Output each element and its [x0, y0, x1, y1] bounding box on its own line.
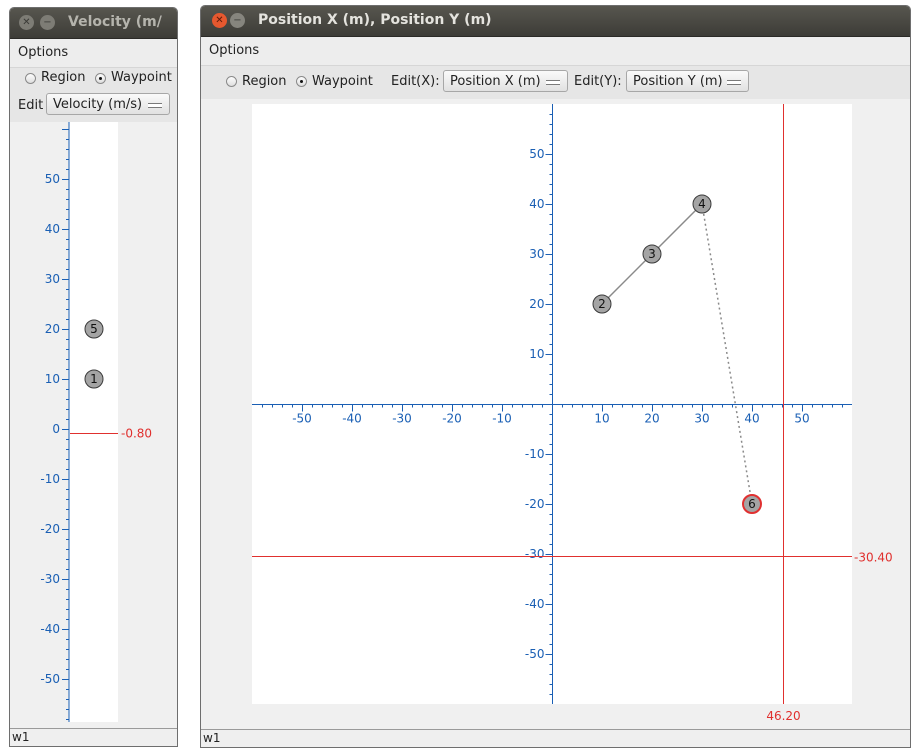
edit-field-value: Velocity (m/s) [53, 97, 143, 112]
status-text: w1 [203, 731, 221, 745]
close-icon[interactable]: ✕ [19, 15, 34, 30]
region-radio[interactable] [25, 73, 36, 84]
waypoint-label: 1 [90, 372, 98, 386]
cursor-y-label: -0.80 [121, 427, 152, 441]
waypoint-radio[interactable] [296, 76, 307, 87]
x-tick-label: -50 [292, 412, 312, 426]
waypoint-label: 6 [748, 497, 756, 511]
edit-x-value: Position X (m) [450, 74, 541, 89]
waypoint-label: 4 [698, 197, 706, 211]
x-tick-label: 10 [594, 412, 609, 426]
region-radio-label[interactable]: Region [242, 74, 287, 89]
velocity-toolbar: Region Waypoint Edit Velocity (m/s) [10, 68, 177, 122]
x-tick-label: -20 [442, 412, 462, 426]
close-icon[interactable]: ✕ [212, 13, 227, 28]
velocity-titlebar[interactable]: ✕ − Velocity (m/ [10, 8, 177, 39]
edit-field-dropdown[interactable]: Velocity (m/s) [46, 93, 170, 115]
y-tick-label: 40 [45, 222, 60, 236]
x-tick-label: 20 [644, 412, 659, 426]
plot-area [69, 122, 118, 722]
y-tick-label: -10 [40, 472, 60, 486]
waypoint-pending-segment [701, 203, 753, 505]
region-radio[interactable] [226, 76, 237, 87]
y-tick-label: -50 [525, 647, 545, 661]
minimize-icon[interactable]: − [230, 13, 245, 28]
minimize-icon[interactable]: − [40, 15, 55, 30]
edit-y-dropdown[interactable]: Position Y (m) [626, 70, 749, 92]
waypoint-3[interactable] [642, 244, 662, 264]
menubar: Options [201, 37, 910, 66]
waypoint-2[interactable] [592, 294, 612, 314]
status-bar: w1 [201, 729, 910, 747]
y-tick-label: 40 [529, 197, 544, 211]
region-radio-label[interactable]: Region [41, 70, 86, 85]
y-tick-label: 20 [529, 297, 544, 311]
x-tick-label: -10 [492, 412, 512, 426]
y-tick-label: 0 [52, 422, 60, 436]
options-menu[interactable]: Options [18, 45, 69, 60]
waypoint-path-segment [651, 203, 703, 255]
waypoint-path-segment [601, 253, 653, 305]
x-tick-label: -40 [342, 412, 362, 426]
velocity-plot[interactable]: 50 40 30 20 10 0 -10 -20 -30 -40 -50 -0.80 5 1 [10, 122, 177, 722]
waypoint-radio-label[interactable]: Waypoint [312, 74, 373, 89]
waypoint-4[interactable] [692, 194, 712, 214]
waypoint-5[interactable] [84, 319, 104, 339]
y-tick-label: -30 [525, 547, 545, 561]
options-menu[interactable]: Options [209, 43, 260, 58]
y-tick-label: 20 [45, 322, 60, 336]
edit-y-label: Edit(Y): [574, 74, 622, 89]
cursor-x-label: 46.20 [766, 709, 800, 723]
edit-label: Edit [18, 98, 44, 113]
y-tick-label: 10 [45, 372, 60, 386]
status-text: w1 [12, 730, 30, 744]
x-tick-label: 40 [744, 412, 759, 426]
position-plot[interactable]: 50 40 30 20 10 -10 -20 -30 -40 -50 -50 -40 -30 -20 -10… [201, 99, 910, 727]
dropdown-icon [148, 103, 162, 108]
y-tick-label: -10 [525, 447, 545, 461]
y-tick-label: -40 [525, 597, 545, 611]
y-tick-label: 30 [529, 247, 544, 261]
y-tick-label: 10 [529, 347, 544, 361]
x-tick-label: 30 [694, 412, 709, 426]
waypoint-label: 2 [598, 297, 606, 311]
waypoint-radio-label[interactable]: Waypoint [111, 70, 172, 85]
y-tick-label: -20 [525, 497, 545, 511]
waypoint-6[interactable] [742, 494, 762, 514]
position-toolbar: Region Waypoint Edit(X): Position X (m) … [201, 66, 910, 99]
y-tick-label: 50 [529, 147, 544, 161]
waypoint-radio[interactable] [95, 73, 106, 84]
edit-y-value: Position Y (m) [633, 74, 723, 89]
velocity-window: ✕ − Velocity (m/ Options Region Waypoint… [9, 7, 178, 747]
cursor-y-label: -30.40 [854, 551, 893, 565]
y-tick-label: -20 [40, 522, 60, 536]
y-tick-label: -50 [40, 672, 60, 686]
edit-x-label: Edit(X): [391, 74, 440, 89]
window-title: Velocity (m/ [68, 14, 162, 30]
waypoint-label: 3 [648, 247, 656, 261]
dropdown-icon [546, 80, 560, 85]
y-tick-label: 30 [45, 272, 60, 286]
y-tick-label: -40 [40, 622, 60, 636]
position-window: ✕ − Position X (m), Position Y (m) Optio… [200, 5, 911, 748]
waypoint-1[interactable] [84, 369, 104, 389]
menubar: Options [10, 39, 177, 68]
status-bar: w1 [10, 728, 177, 746]
position-titlebar[interactable]: ✕ − Position X (m), Position Y (m) [201, 6, 910, 37]
y-tick-label: -30 [40, 572, 60, 586]
dropdown-icon [727, 80, 741, 85]
x-tick-label: -30 [392, 412, 412, 426]
x-tick-label: 50 [794, 412, 809, 426]
edit-x-dropdown[interactable]: Position X (m) [443, 70, 568, 92]
window-title: Position X (m), Position Y (m) [258, 12, 492, 28]
waypoint-label: 5 [90, 322, 98, 336]
y-tick-label: 50 [45, 172, 60, 186]
